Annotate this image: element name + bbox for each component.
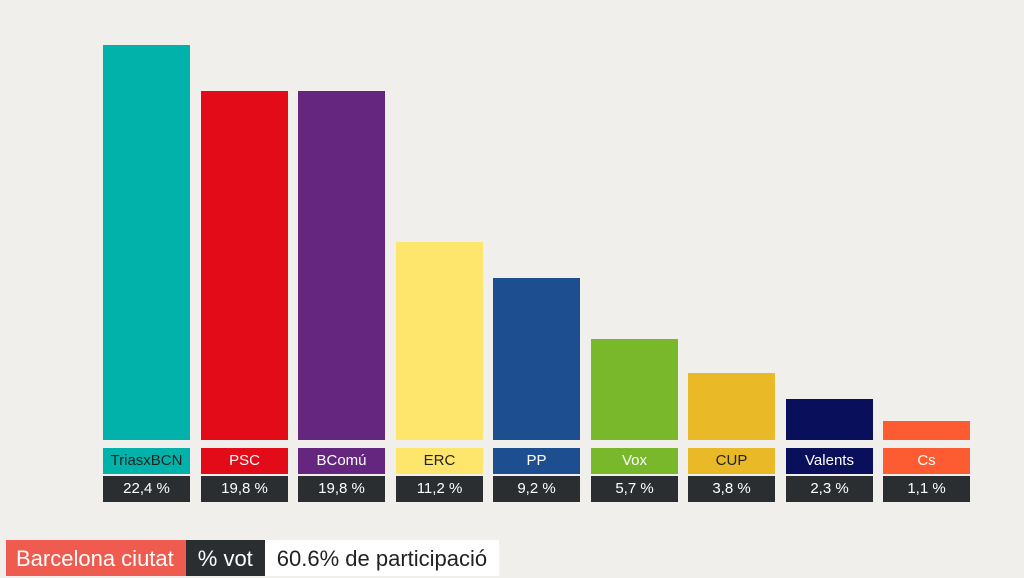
party-label: ERC: [396, 448, 483, 474]
bar-cs[interactable]: [883, 421, 970, 440]
value-label: 2,3 %: [786, 476, 873, 502]
chart-footer: Barcelona ciutat % vot 60.6% de particip…: [6, 540, 500, 576]
bar-valents[interactable]: [786, 399, 873, 440]
party-label: PSC: [201, 448, 288, 474]
value-label: 1,1 %: [883, 476, 970, 502]
region-selector[interactable]: Barcelona ciutat: [6, 540, 186, 576]
value-label: 11,2 %: [396, 476, 483, 502]
value-label: 19,8 %: [201, 476, 288, 502]
party-label: PP: [493, 448, 580, 474]
bar-vox[interactable]: [591, 339, 678, 440]
value-label: 5,7 %: [591, 476, 678, 502]
party-label: TriasxBCN: [103, 448, 190, 474]
metric-selector[interactable]: % vot: [185, 540, 265, 576]
value-label: 9,2 %: [493, 476, 580, 502]
value-label: 22,4 %: [103, 476, 190, 502]
party-label: BComú: [298, 448, 385, 474]
turnout-label: 60.6% de participació: [264, 540, 500, 576]
value-label: 19,8 %: [298, 476, 385, 502]
bar-triasxbcn[interactable]: [103, 45, 190, 440]
bar-chart: TriasxBCN 22,4 % PSC 19,8 % BComú 19,8 % ERC 11…: [103, 45, 970, 502]
value-label: 3,8 %: [688, 476, 775, 502]
party-label: Valents: [786, 448, 873, 474]
party-label: Cs: [883, 448, 970, 474]
bar-psc[interactable]: [201, 91, 288, 440]
party-label: Vox: [591, 448, 678, 474]
party-label: CUP: [688, 448, 775, 474]
bar-cup[interactable]: [688, 373, 775, 440]
bar-bcomú[interactable]: [298, 91, 385, 440]
bar-erc[interactable]: [396, 242, 483, 440]
bar-pp[interactable]: [493, 278, 580, 440]
